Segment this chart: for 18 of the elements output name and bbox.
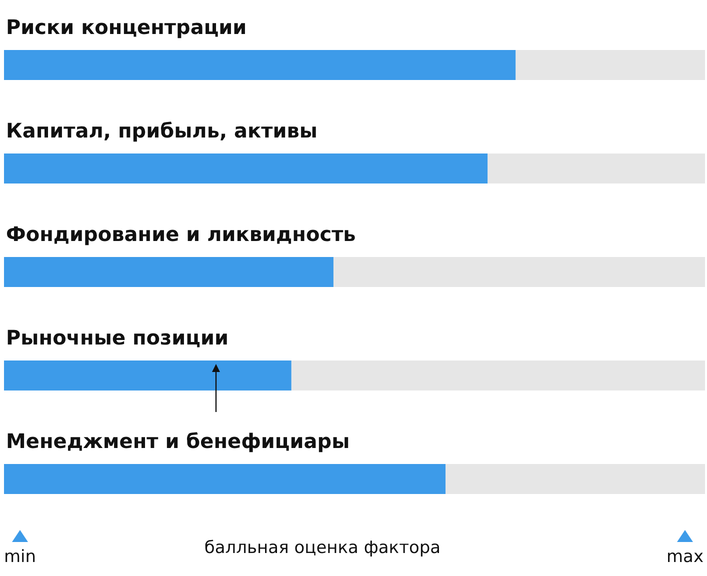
bar	[291, 360, 705, 390]
y-tick-label: Капитал, прибыль, активы	[6, 118, 318, 142]
x-axis-title: балльная оценка фактора	[204, 538, 441, 558]
y-tick-label: Рыночные позиции	[6, 326, 229, 350]
bar	[4, 464, 446, 494]
bar	[516, 50, 705, 80]
text: min	[4, 547, 36, 567]
y-tick-label: Риски концентрации	[6, 15, 247, 39]
bar	[4, 360, 292, 390]
bar	[488, 154, 705, 184]
bar	[446, 464, 705, 494]
y-tick-label: Фондирование и ликвидность	[6, 222, 356, 246]
bar	[4, 154, 488, 184]
bar	[4, 50, 516, 80]
bar	[4, 257, 334, 287]
text: max	[666, 547, 704, 567]
bar	[333, 257, 705, 287]
y-tick-label: Менеджмент и бенефициары	[6, 429, 350, 453]
